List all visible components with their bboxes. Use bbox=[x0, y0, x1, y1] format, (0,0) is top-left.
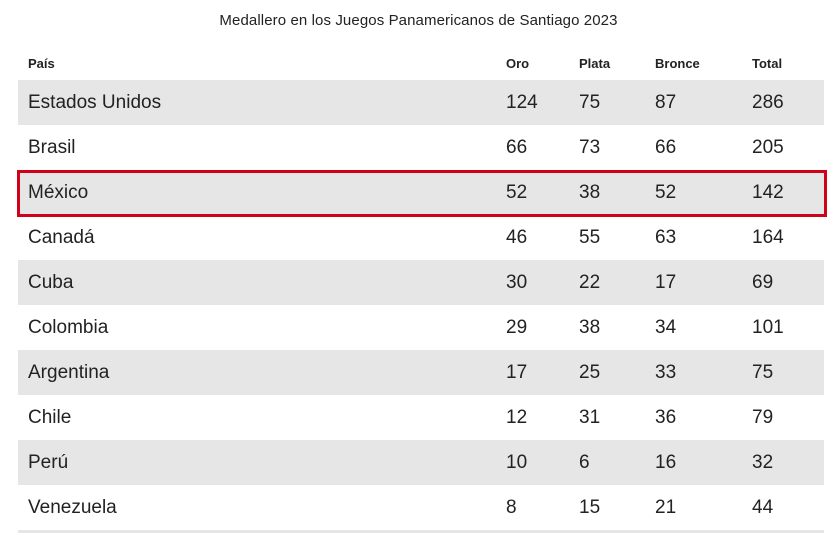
cell-total: 101 bbox=[752, 317, 784, 338]
cell-plata: 25 bbox=[579, 362, 601, 383]
cell-pais: Colombia bbox=[28, 317, 109, 338]
cell-bronce: 21 bbox=[655, 497, 677, 518]
column-header-total: Total bbox=[752, 56, 783, 71]
cell-bronce: 36 bbox=[655, 407, 677, 428]
cell-total: 69 bbox=[752, 272, 774, 293]
cell-bronce: 52 bbox=[655, 182, 677, 203]
cell-pais: Brasil bbox=[28, 137, 76, 158]
cell-total: 164 bbox=[752, 227, 784, 248]
table-row: Chile 12 31 36 79 bbox=[18, 395, 824, 440]
cell-plata: 75 bbox=[579, 92, 601, 113]
cell-oro: 29 bbox=[506, 317, 528, 338]
cell-oro: 124 bbox=[506, 92, 538, 113]
cell-plata: 38 bbox=[579, 317, 601, 338]
cell-plata: 6 bbox=[579, 452, 590, 473]
table-row: Perú 10 6 16 32 bbox=[18, 440, 824, 485]
cell-bronce: 16 bbox=[655, 452, 677, 473]
cell-bronce: 87 bbox=[655, 92, 677, 113]
cell-plata: 15 bbox=[579, 497, 601, 518]
cell-pais: Cuba bbox=[28, 272, 74, 293]
cell-total: 142 bbox=[752, 182, 784, 203]
cell-oro: 30 bbox=[506, 272, 528, 293]
table-row: Cuba 30 22 17 69 bbox=[18, 260, 824, 305]
cell-pais: Perú bbox=[28, 452, 69, 473]
cell-pais: Argentina bbox=[28, 362, 110, 383]
column-header-pais: País bbox=[28, 56, 55, 71]
cell-plata: 22 bbox=[579, 272, 601, 293]
column-header-bronce: Bronce bbox=[655, 56, 700, 71]
table-row: Argentina 17 25 33 75 bbox=[18, 350, 824, 395]
cell-bronce: 34 bbox=[655, 317, 677, 338]
table-bottom-rule bbox=[18, 530, 824, 533]
cell-pais: Estados Unidos bbox=[28, 92, 162, 113]
cell-oro: 8 bbox=[506, 497, 517, 518]
cell-pais: Venezuela bbox=[28, 497, 117, 518]
medal-table: País Oro Plata Bronce Total Estados Unid… bbox=[17, 45, 827, 533]
cell-pais: México bbox=[28, 182, 89, 203]
cell-oro: 66 bbox=[506, 137, 528, 158]
column-header-plata: Plata bbox=[579, 56, 611, 71]
cell-oro: 46 bbox=[506, 227, 528, 248]
column-header-oro: Oro bbox=[506, 56, 530, 71]
cell-plata: 73 bbox=[579, 137, 601, 158]
highlight-box bbox=[17, 170, 827, 217]
cell-total: 79 bbox=[752, 407, 774, 428]
cell-total: 286 bbox=[752, 92, 784, 113]
table-row-highlighted: México 52 38 52 142 bbox=[17, 170, 827, 217]
cell-bronce: 63 bbox=[655, 227, 677, 248]
cell-bronce: 17 bbox=[655, 272, 677, 293]
cell-total: 32 bbox=[752, 452, 774, 473]
cell-plata: 55 bbox=[579, 227, 601, 248]
cell-oro: 52 bbox=[506, 182, 528, 203]
cell-total: 75 bbox=[752, 362, 774, 383]
cell-plata: 38 bbox=[579, 182, 601, 203]
cell-bronce: 66 bbox=[655, 137, 677, 158]
table-row: Estados Unidos 124 75 87 286 bbox=[18, 80, 824, 125]
table-row: Brasil 66 73 66 205 bbox=[18, 125, 824, 170]
table-title: Medallero en los Juegos Panamericanos de… bbox=[219, 12, 618, 29]
cell-oro: 12 bbox=[506, 407, 528, 428]
cell-oro: 17 bbox=[506, 362, 528, 383]
cell-oro: 10 bbox=[506, 452, 528, 473]
table-row: Canadá 46 55 63 164 bbox=[18, 215, 824, 260]
cell-total: 205 bbox=[752, 137, 784, 158]
table-row: Venezuela 8 15 21 44 bbox=[18, 485, 824, 530]
cell-total: 44 bbox=[752, 497, 774, 518]
cell-bronce: 33 bbox=[655, 362, 677, 383]
table-header-row: País Oro Plata Bronce Total bbox=[18, 45, 824, 80]
table-row: Colombia 29 38 34 101 bbox=[18, 305, 824, 350]
cell-pais: Canadá bbox=[28, 227, 95, 248]
cell-plata: 31 bbox=[579, 407, 601, 428]
cell-pais: Chile bbox=[28, 407, 72, 428]
